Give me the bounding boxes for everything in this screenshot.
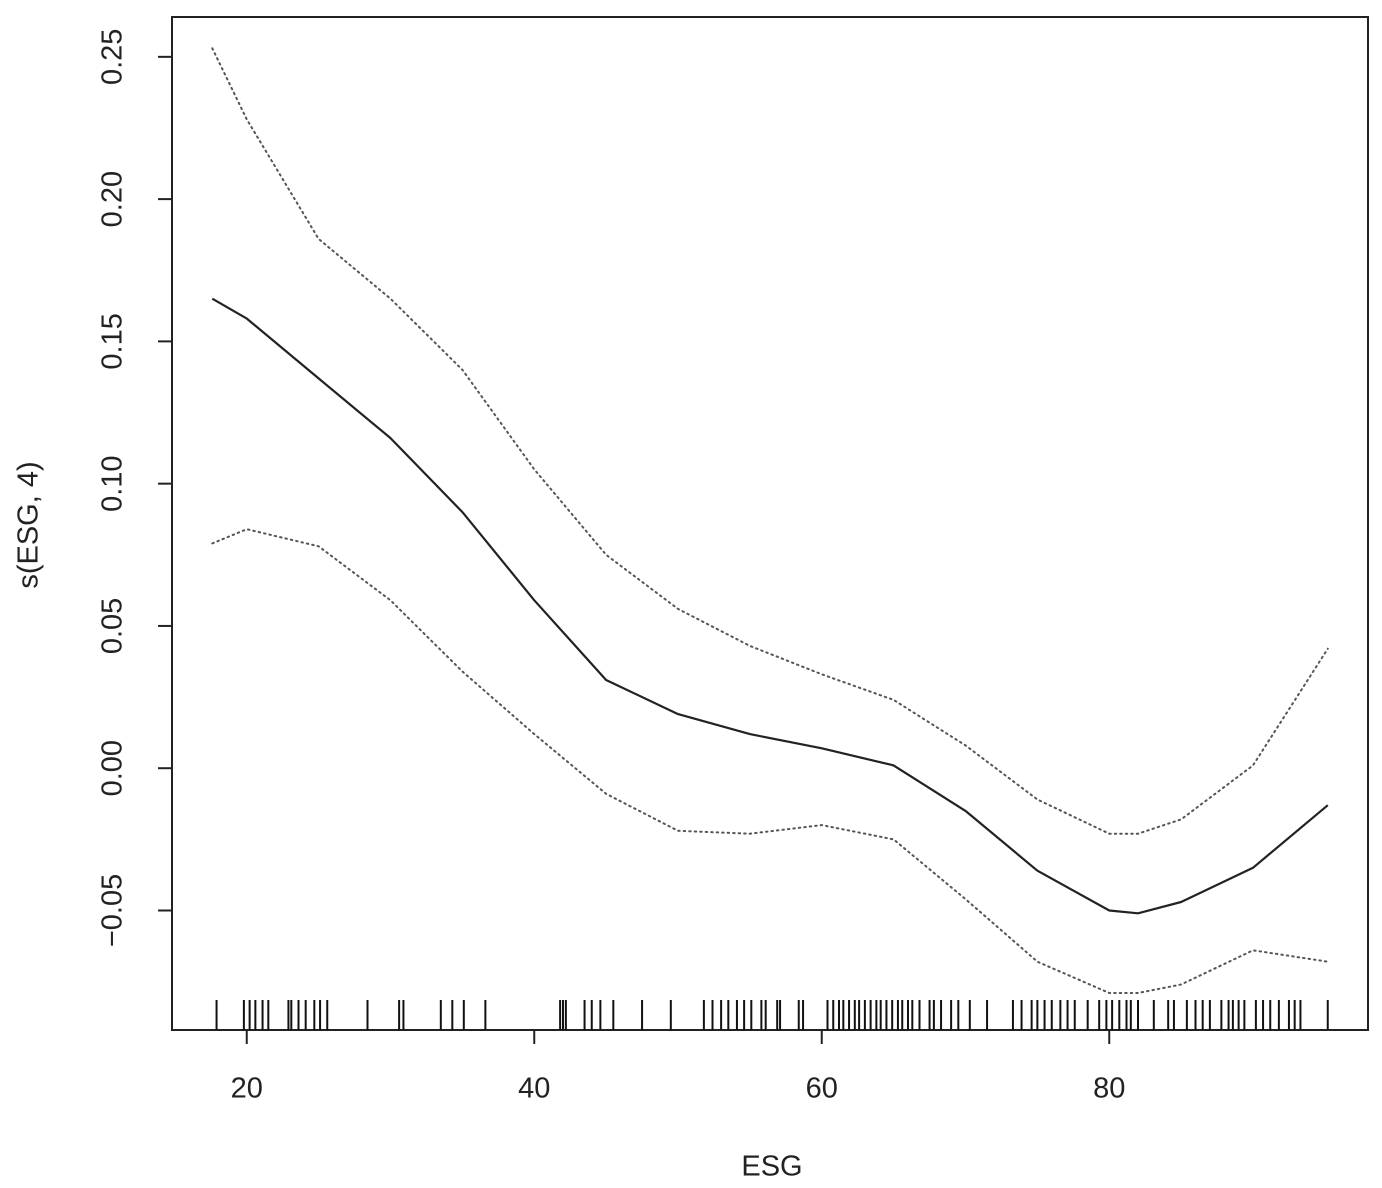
confidence-band <box>211 528 1329 994</box>
x-tick-label: 20 <box>231 1073 263 1105</box>
plot-frame <box>171 16 1369 1031</box>
y-tick-label: 0.00 <box>97 740 129 796</box>
confidence-band <box>211 47 1329 835</box>
y-tick-label: −0.05 <box>97 874 129 947</box>
y-tick-label: 0.25 <box>97 29 129 85</box>
x-axis-label: ESG <box>741 1151 802 1183</box>
x-tick-label: 60 <box>806 1073 838 1105</box>
smooth-line <box>211 297 1329 915</box>
x-tick-label: 40 <box>518 1073 550 1105</box>
y-tick-label: 0.05 <box>97 598 129 654</box>
y-tick-label: 0.10 <box>97 455 129 511</box>
x-tick-label: 80 <box>1093 1073 1125 1105</box>
y-tick-label: 0.15 <box>97 313 129 369</box>
y-tick-label: 0.20 <box>97 171 129 227</box>
y-axis-label: s(ESG, 4) <box>13 461 45 588</box>
